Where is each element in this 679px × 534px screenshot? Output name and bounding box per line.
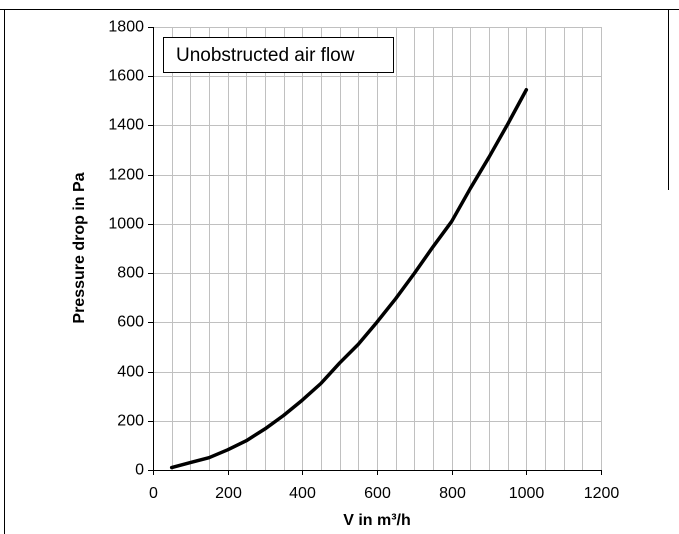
y-tick-label: 1000 bbox=[108, 216, 144, 233]
frame bbox=[0, 9, 679, 534]
x-tick-label: 400 bbox=[289, 485, 316, 502]
y-axis-label: Pressure drop in Pa bbox=[71, 172, 88, 323]
x-tick-label: 1000 bbox=[509, 485, 545, 502]
x-axis-label: V in m³/h bbox=[343, 512, 411, 529]
y-tick-label: 200 bbox=[117, 413, 144, 430]
data-line bbox=[169, 88, 529, 470]
y-tick-label: 1200 bbox=[108, 167, 144, 184]
x-tick-label: 200 bbox=[215, 485, 242, 502]
y-tick-label: 0 bbox=[135, 462, 144, 479]
y-tick-label: 1400 bbox=[108, 117, 144, 134]
x-tick-label: 800 bbox=[439, 485, 466, 502]
y-tick-label: 1800 bbox=[108, 19, 144, 36]
annotation-box bbox=[163, 37, 394, 73]
plot-area: 0 200 400 600 800 1000 1200 0 200 400 600 800 1000 12… bbox=[108, 19, 619, 503]
annotation: Unobstructed air flow bbox=[176, 45, 355, 66]
y-tick-label: 800 bbox=[117, 265, 144, 282]
x-tick-label: 600 bbox=[364, 485, 391, 502]
y-tick-label: 400 bbox=[117, 364, 144, 381]
y-tick-label: 600 bbox=[117, 314, 144, 331]
x-tick-label: 1200 bbox=[584, 485, 620, 502]
x-tick-label: 0 bbox=[149, 485, 158, 502]
y-tick-label: 1600 bbox=[108, 68, 144, 85]
